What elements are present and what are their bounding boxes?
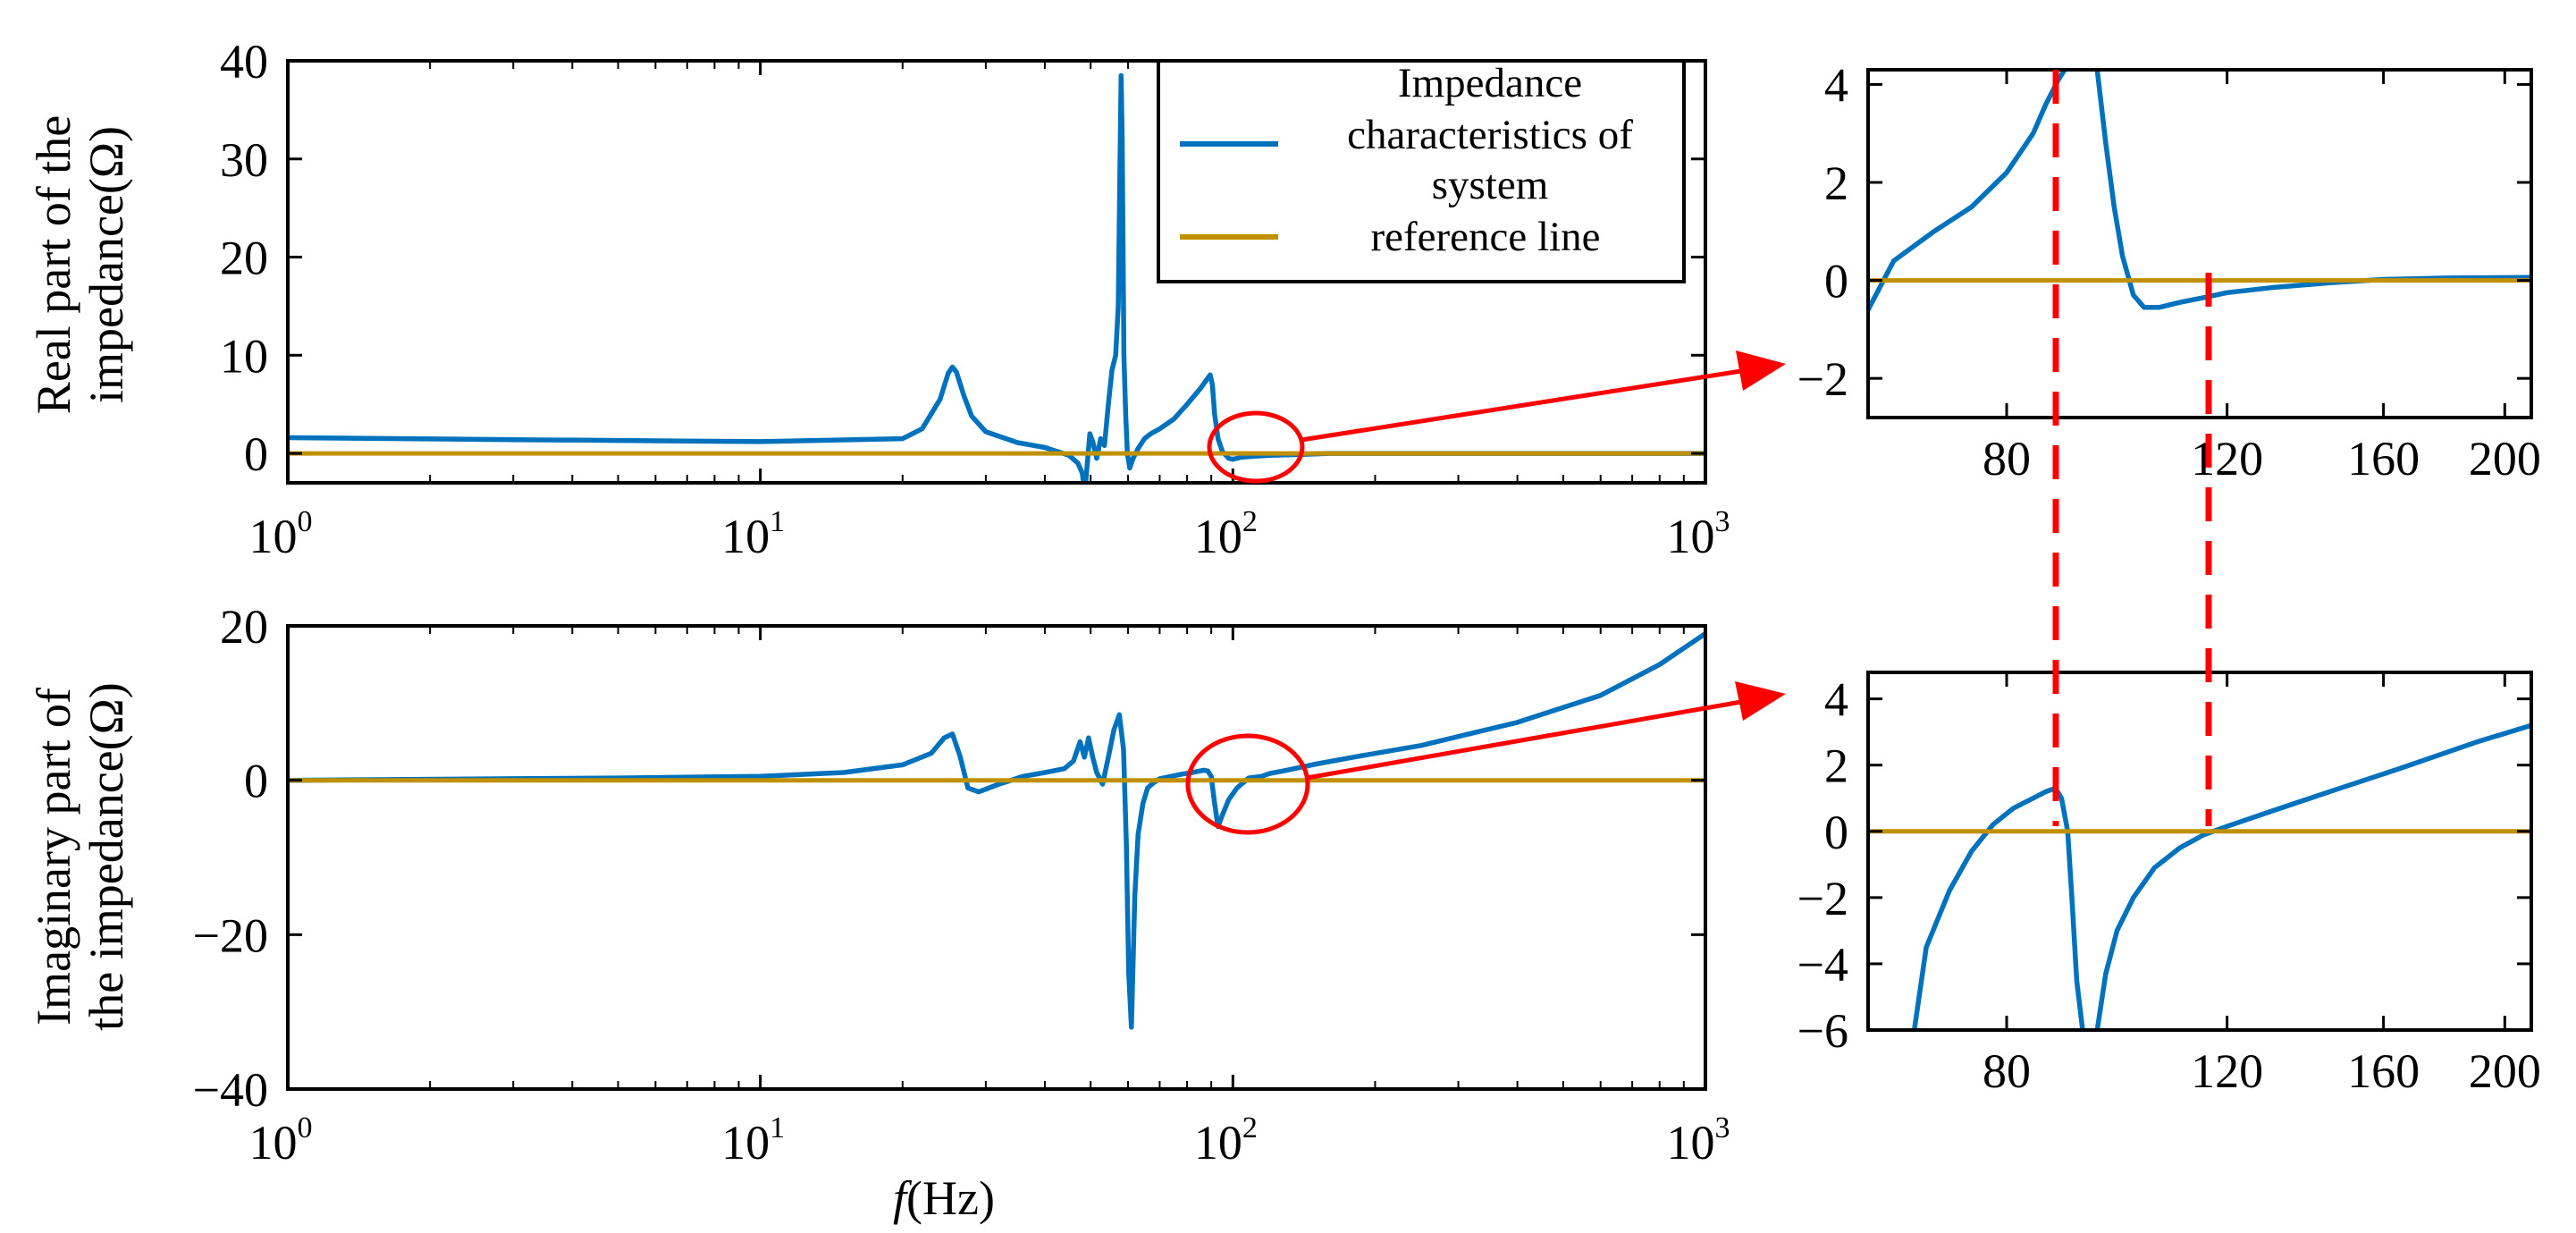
imag_main-ytick-label: 20 (220, 600, 268, 654)
imag_zoom-ytick-label: −6 (1797, 1004, 1848, 1058)
imag_zoom-xtick-label: 160 (2347, 1044, 2420, 1098)
zoom-annotations (1185, 70, 2212, 835)
imag_zoom-system-curve-0 (1911, 785, 2085, 1030)
real_zoom-xtick-label: 120 (2191, 432, 2263, 486)
imag_main-xtick-label: 101 (721, 1111, 785, 1170)
real_zoom-ytick-label: 2 (1824, 156, 1848, 210)
real_main-xtick-base: 10 (249, 510, 298, 563)
real_main-xtick-label: 100 (249, 505, 313, 563)
imag_zoom-ytick-label: 0 (1824, 806, 1848, 859)
imag-ylabel-line1: Imaginary part of (27, 688, 80, 1026)
real_main-xtick-exponent: 2 (1242, 505, 1258, 538)
real_main-ytick-label: 10 (220, 329, 268, 383)
real_main-xtick-base: 10 (1194, 510, 1242, 563)
imag_main-ytick-label: −40 (193, 1063, 268, 1117)
imag_zoom-ytick-label: −2 (1797, 872, 1848, 925)
legend-label-system-2: characteristics of (1347, 112, 1633, 158)
real_zoom-ytick-label: 0 (1824, 255, 1848, 308)
legend-label-system-3: system (1432, 162, 1549, 208)
imag_zoom-axes-frame (1866, 671, 2533, 1032)
zoom-circle-real (1207, 410, 1305, 484)
imag_zoom-xtick-label: 80 (1983, 1044, 2031, 1098)
real_zoom-series-group (1868, 70, 2531, 313)
real_zoom-xtick-label: 160 (2347, 432, 2420, 486)
imag_zoom-ytick-label: 2 (1824, 739, 1848, 793)
imag_main-series-group (288, 630, 1705, 1030)
imag_zoom-xtick-label: 120 (2191, 1044, 2263, 1098)
zoom-arrow-imag (1306, 699, 1742, 781)
real_main-series-group (288, 72, 1705, 483)
imag_zoom-ytick-label: 4 (1824, 673, 1848, 727)
real_main-xtick-base: 10 (721, 510, 770, 563)
imag_zoom-xtick-label: 200 (2469, 1044, 2541, 1098)
imag_main-xtick-label: 102 (1194, 1111, 1258, 1170)
x-axis-label: f(Hz) (893, 1171, 995, 1225)
real_main-ytick-label: 30 (220, 133, 268, 187)
imag_main-xtick-exponent: 1 (770, 1111, 785, 1144)
zoom-arrowhead-real (1736, 350, 1786, 391)
zoom-arrow-real (1301, 368, 1742, 443)
real_main-xtick-exponent: 0 (298, 505, 313, 538)
real_zoom-axes-frame (1866, 68, 2533, 419)
imag_main-xtick-base: 10 (1667, 1116, 1715, 1170)
real_main-system-curve-0 (288, 72, 1705, 483)
real_zoom-xtick-label: 80 (1983, 432, 2031, 486)
imag_main-xtick-base: 10 (721, 1116, 770, 1170)
real_main-xtick-label: 101 (721, 505, 785, 563)
imag_main-xtick-exponent: 3 (1715, 1111, 1730, 1144)
legend-label-system-1: Impedance (1398, 60, 1582, 106)
real_main-xtick-exponent: 1 (770, 505, 785, 538)
real_zoom-plot: −2 0 2 4 80 120 160 200 (1797, 58, 2541, 486)
real_main-ytick-label: 0 (244, 427, 268, 481)
real_main-xtick-base: 10 (1667, 510, 1715, 563)
legend: Impedance characteristics of system refe… (1157, 59, 1686, 283)
real_main-xtick-label: 103 (1667, 505, 1730, 563)
imag_zoom-plot: −6 −4 −2 0 2 4 80 120 160 200 (1797, 671, 2541, 1098)
imag-ylabel-line2: the impedance(Ω) (80, 682, 133, 1030)
real_main-xtick-exponent: 3 (1715, 505, 1730, 538)
zoom-arrowhead-imag (1735, 681, 1786, 721)
real_zoom-ytick-label: −2 (1797, 352, 1848, 406)
real_main-axes-frame (286, 59, 1707, 485)
imag_main-xtick-exponent: 0 (298, 1111, 313, 1144)
imag_main-ytick-label: −20 (193, 908, 268, 962)
real_zoom-system-curve-1 (2094, 70, 2531, 310)
imag_zoom-series-group (1868, 722, 2531, 1030)
zoom-circle-imag (1185, 733, 1310, 835)
x-axis-label-unit: (Hz) (906, 1171, 995, 1225)
real_zoom-ytick-label: 4 (1824, 58, 1848, 112)
real_main-ytick-label: 20 (220, 232, 268, 285)
real_zoom-xtick-label: 200 (2469, 432, 2541, 486)
imag_main-xtick-base: 10 (1194, 1116, 1242, 1170)
legend-label-reference: reference line (1371, 214, 1601, 260)
imag_main-system-curve-0 (288, 630, 1705, 1030)
imag_main-xtick-label: 100 (249, 1111, 313, 1170)
imag_main-ytick-label: 0 (244, 755, 268, 808)
imag_main-xtick-exponent: 2 (1242, 1111, 1258, 1144)
real-ylabel-line2: impedance(Ω) (80, 126, 133, 403)
real-ylabel-line1: Real part of the (27, 115, 80, 414)
imag_main-axes-frame (286, 624, 1707, 1091)
legend-box (1157, 59, 1686, 283)
real_main-xtick-label: 102 (1194, 505, 1258, 563)
imag_zoom-system-curve-1 (2094, 722, 2531, 1030)
real_zoom-system-curve-0 (1868, 70, 2067, 313)
imag_main-xtick-base: 10 (249, 1116, 298, 1170)
imag_zoom-ytick-label: −4 (1797, 938, 1848, 992)
imag_main-xtick-label: 103 (1667, 1111, 1730, 1170)
real_main-ytick-label: 40 (220, 35, 268, 89)
